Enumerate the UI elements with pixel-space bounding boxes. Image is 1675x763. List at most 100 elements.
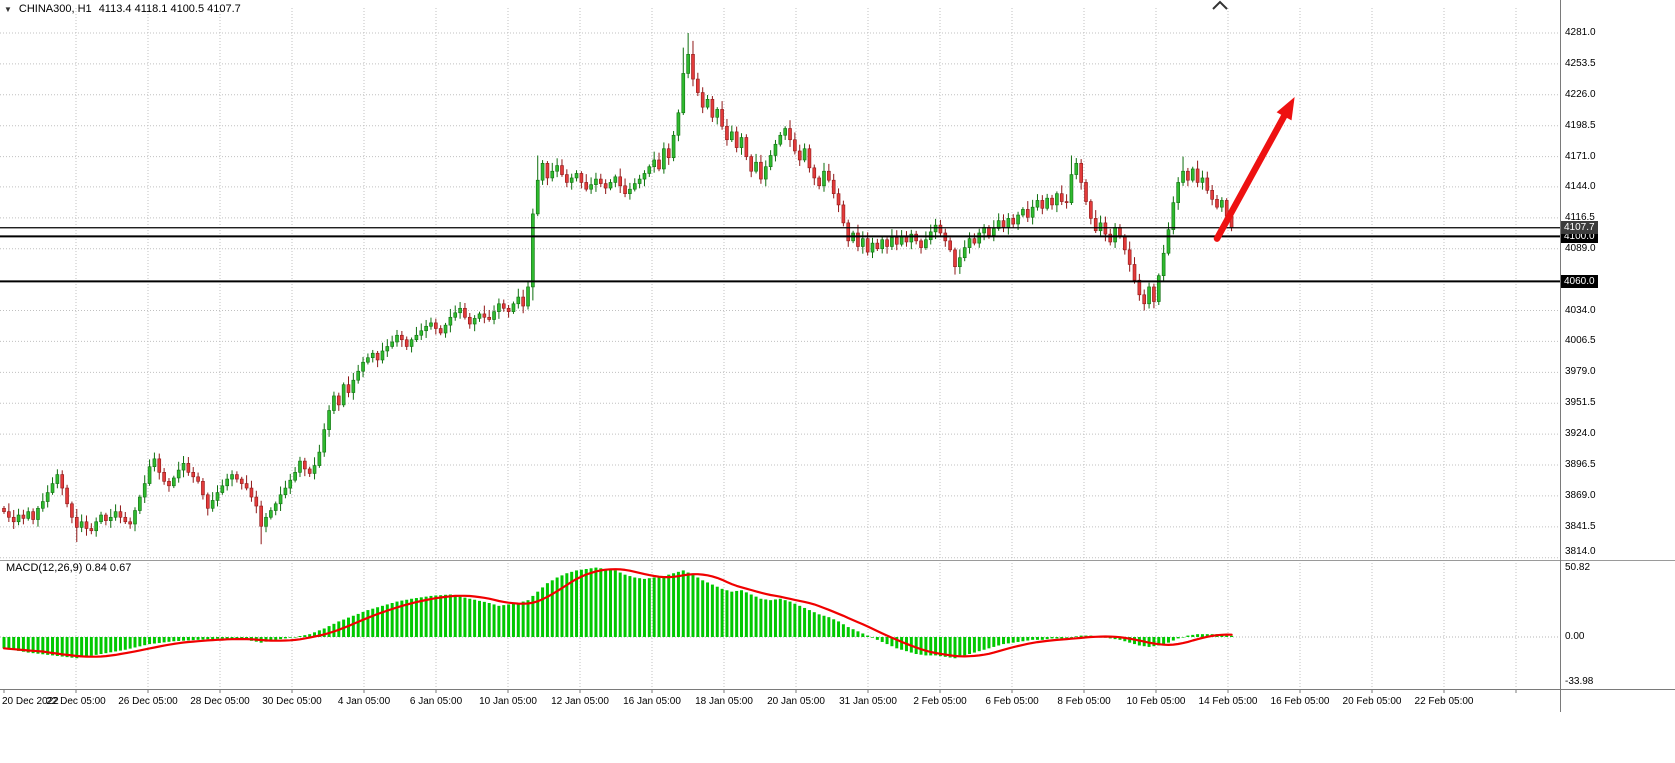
candle-body xyxy=(317,451,322,466)
macd-histogram-bar xyxy=(1026,637,1030,641)
macd-histogram-bar xyxy=(7,637,11,650)
macd-axis-max: 50.82 xyxy=(1565,562,1591,573)
candle-body xyxy=(875,242,880,250)
macd-histogram-bar xyxy=(647,578,651,637)
candle-body xyxy=(482,313,487,318)
candle-body xyxy=(336,395,341,406)
candle-body xyxy=(715,109,720,118)
price-axis-label: 4253.5 xyxy=(1565,57,1596,69)
time-axis[interactable]: 20 Dec 2022 22 Dec 05:00 26 Dec 05:00 28 De… xyxy=(0,689,1560,713)
macd-histogram-bar xyxy=(740,590,744,637)
candle-body xyxy=(254,496,259,507)
candle-body xyxy=(919,240,923,248)
macd-histogram-bar xyxy=(390,602,394,637)
macd-histogram-bar xyxy=(856,631,860,637)
macd-histogram-bar xyxy=(934,637,938,656)
macd-histogram-bar xyxy=(1050,637,1054,639)
candle-body xyxy=(312,465,317,474)
candle-body xyxy=(662,148,666,170)
candle-body xyxy=(594,178,598,185)
candle-body xyxy=(201,481,205,496)
price-axis[interactable]: 4107.7 4100.0 4060.0 50.82 0.00 -33.98 4… xyxy=(1560,0,1675,712)
macd-histogram-bar xyxy=(1166,637,1170,643)
macd-histogram-bar xyxy=(1181,637,1185,638)
candle-body xyxy=(681,73,686,114)
macd-histogram-bar xyxy=(303,635,307,637)
macd-histogram-bar xyxy=(662,576,666,637)
candle-body xyxy=(550,170,555,179)
macd-histogram-bar xyxy=(754,596,758,637)
candle-body xyxy=(778,134,783,145)
candle-body xyxy=(1089,201,1093,219)
candle-body xyxy=(346,384,351,393)
candle-body xyxy=(84,521,89,529)
candle-body xyxy=(1156,275,1161,302)
candle-body xyxy=(94,521,98,532)
candle-body xyxy=(142,483,147,498)
candle-body xyxy=(1055,193,1059,206)
macd-histogram-bar xyxy=(487,602,491,637)
candle-body xyxy=(734,131,739,148)
candle-body xyxy=(924,239,928,248)
macd-histogram-bar xyxy=(1055,637,1059,639)
macd-histogram-bar xyxy=(1045,637,1049,640)
candle-body xyxy=(1118,227,1122,237)
symbol-dropdown-icon[interactable]: ▼ xyxy=(4,4,12,14)
macd-histogram-bar xyxy=(812,612,816,637)
macd-histogram-bar xyxy=(1035,637,1039,640)
price-axis-label: 3951.5 xyxy=(1565,397,1596,409)
macd-histogram-bar xyxy=(827,617,831,637)
candle-body xyxy=(565,174,569,183)
macd-histogram-bar xyxy=(798,605,802,637)
candle-body xyxy=(220,485,225,493)
macd-histogram-bar xyxy=(550,580,554,637)
candle-body xyxy=(390,341,394,347)
candle-body xyxy=(26,511,31,519)
macd-histogram-bar xyxy=(1176,637,1180,639)
candle-body xyxy=(225,478,229,487)
macd-histogram-bar xyxy=(36,637,40,654)
candle-body xyxy=(45,492,50,502)
macd-histogram-bar xyxy=(788,601,792,637)
macd-histogram-bar xyxy=(439,595,443,637)
trend-arrow[interactable] xyxy=(1213,97,1295,242)
candle-body xyxy=(1190,168,1195,181)
candle-body xyxy=(89,528,94,532)
macd-histogram-bar xyxy=(502,605,506,637)
time-axis-label: 31 Jan 05:00 xyxy=(839,696,897,707)
macd-histogram-bar xyxy=(313,632,317,637)
candle-body xyxy=(545,163,550,179)
macd-histogram-bar xyxy=(361,611,365,637)
trend-arrow-shaft[interactable] xyxy=(1213,113,1288,242)
candle-body xyxy=(31,511,35,520)
macd-histogram-bar xyxy=(963,637,967,656)
trend-arrow-head[interactable] xyxy=(1276,97,1295,121)
macd-histogram-bar xyxy=(1171,637,1175,641)
candle-body xyxy=(768,155,773,168)
macd-histogram-bar xyxy=(186,637,190,641)
macd-histogram-bar xyxy=(914,637,918,655)
macd-histogram-bar xyxy=(638,578,642,637)
candle-body xyxy=(298,460,302,473)
macd-histogram-bar xyxy=(720,588,724,637)
candle-body xyxy=(938,224,943,234)
candle-body xyxy=(1210,190,1214,200)
candle-body xyxy=(773,143,778,156)
candle-body xyxy=(1069,174,1074,203)
price-axis-label: 3924.0 xyxy=(1565,428,1596,440)
macd-histogram-bar xyxy=(744,592,748,637)
macd-histogram-bar xyxy=(628,576,632,637)
price-axis-label: 3841.5 xyxy=(1565,520,1596,532)
macd-histogram-bar xyxy=(987,637,991,649)
candle-body xyxy=(409,339,414,347)
macd-histogram-bar xyxy=(400,600,404,637)
candle-body xyxy=(555,165,559,172)
macd-histogram-bar xyxy=(1186,635,1190,637)
macd-histogram-bar xyxy=(1118,637,1122,640)
candle-body xyxy=(1030,206,1035,218)
candle-body xyxy=(273,503,278,511)
macd-histogram-bar xyxy=(885,637,889,645)
macd-histogram-bar xyxy=(109,637,113,653)
macd-histogram-bar xyxy=(458,596,462,637)
